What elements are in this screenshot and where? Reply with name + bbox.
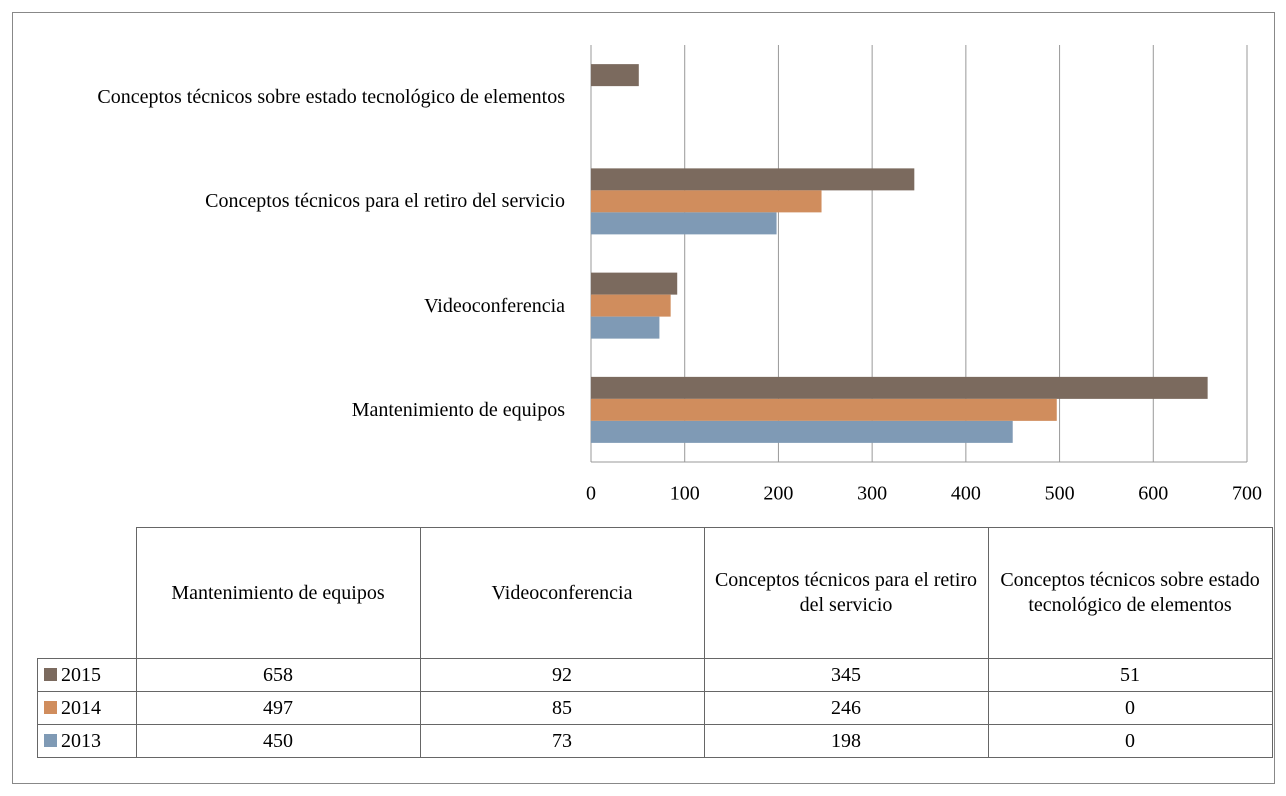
x-tick-label: 0 bbox=[586, 483, 596, 505]
table-row: 2015 658 92 345 51 bbox=[37, 658, 1273, 692]
table-row: 2014 497 85 246 0 bbox=[37, 691, 1273, 725]
column-header: Conceptos técnicos para el retiro del se… bbox=[703, 527, 989, 659]
category-text: Conceptos técnicos sobre estado tecnológ… bbox=[97, 86, 565, 109]
value-cell: 198 bbox=[703, 724, 989, 758]
x-tick-label: 300 bbox=[857, 483, 887, 505]
category-label: Videoconferencia bbox=[5, 293, 565, 319]
blank-cell bbox=[37, 527, 137, 659]
value-cell: 450 bbox=[135, 724, 421, 758]
legend-swatch bbox=[44, 667, 57, 681]
bar bbox=[591, 64, 639, 87]
legend-swatch bbox=[44, 733, 57, 747]
x-tick-label: 200 bbox=[763, 483, 793, 505]
legend-label: 2013 bbox=[61, 729, 101, 752]
x-tick-label: 700 bbox=[1232, 483, 1262, 505]
bar bbox=[591, 168, 915, 191]
value-cell: 85 bbox=[419, 691, 705, 725]
bar bbox=[591, 376, 1208, 399]
x-tick-label: 600 bbox=[1138, 483, 1168, 505]
category-label: Conceptos técnicos sobre estado tecnológ… bbox=[5, 84, 565, 110]
legend-swatch bbox=[44, 700, 57, 714]
bar bbox=[591, 398, 1057, 421]
category-text: Conceptos técnicos para el retiro del se… bbox=[205, 190, 565, 213]
category-text: Videoconferencia bbox=[424, 294, 565, 317]
legend-cell: 2015 bbox=[37, 658, 137, 692]
legend-label: 2014 bbox=[61, 696, 101, 719]
column-header: Mantenimiento de equipos bbox=[135, 527, 421, 659]
bar bbox=[591, 190, 822, 213]
bar bbox=[591, 272, 678, 295]
category-label: Mantenimiento de equipos bbox=[5, 397, 565, 423]
bar bbox=[591, 316, 660, 339]
chart-frame bbox=[12, 12, 1275, 784]
value-cell: 658 bbox=[135, 658, 421, 692]
category-label: Conceptos técnicos para el retiro del se… bbox=[5, 188, 565, 214]
value-cell: 0 bbox=[987, 691, 1273, 725]
bar bbox=[591, 212, 777, 235]
legend-cell: 2014 bbox=[37, 691, 137, 725]
value-cell: 92 bbox=[419, 658, 705, 692]
x-tick-label: 400 bbox=[951, 483, 981, 505]
table-row: 2013 450 73 198 0 bbox=[37, 724, 1273, 758]
value-cell: 73 bbox=[419, 724, 705, 758]
column-header: Conceptos técnicos sobre estado tecnológ… bbox=[987, 527, 1273, 659]
data-table: Mantenimiento de equipos Videoconferencia… bbox=[37, 527, 1273, 758]
x-tick-label: 100 bbox=[670, 483, 700, 505]
value-cell: 51 bbox=[987, 658, 1273, 692]
value-cell: 0 bbox=[987, 724, 1273, 758]
value-cell: 246 bbox=[703, 691, 989, 725]
legend-label: 2015 bbox=[61, 663, 101, 686]
legend-cell: 2013 bbox=[37, 724, 137, 758]
value-cell: 345 bbox=[703, 658, 989, 692]
bar bbox=[591, 294, 671, 317]
category-text: Mantenimiento de equipos bbox=[351, 398, 565, 421]
table-header: Mantenimiento de equipos Videoconferencia… bbox=[37, 527, 1273, 659]
x-tick-label: 500 bbox=[1045, 483, 1075, 505]
value-cell: 497 bbox=[135, 691, 421, 725]
column-header: Videoconferencia bbox=[419, 527, 705, 659]
bar bbox=[591, 420, 1013, 443]
